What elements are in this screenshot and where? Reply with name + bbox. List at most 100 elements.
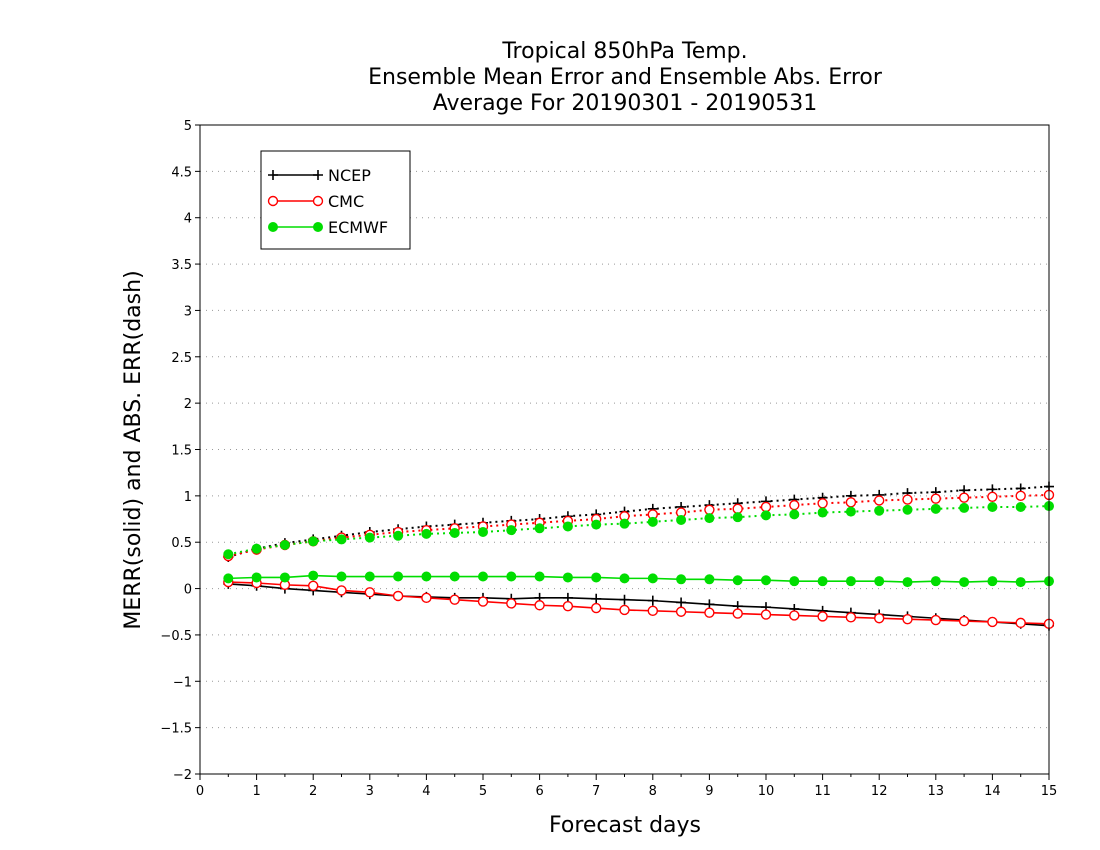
cmc-merr-point [647, 605, 658, 617]
legend: NCEP CMC ECMWF [260, 150, 411, 250]
ecmwf-abs-err-point [336, 534, 347, 545]
ecmwf-abs-err-point [817, 507, 828, 518]
chart-title-line-1: Tropical 850hPa Temp. [501, 39, 747, 64]
cmc-abs-err-point [874, 495, 885, 506]
ecmwf-abs-err-point [591, 519, 602, 530]
ecmwf-abs-err-point [308, 536, 319, 547]
ecmwf-merr-line [228, 574, 1050, 583]
cmc-abs-err-point [1015, 490, 1026, 502]
ecmwf-merr-point [845, 576, 856, 587]
grid-lines [200, 170, 1049, 729]
x-tick-label: 11 [814, 784, 831, 799]
x-tick-label: 9 [705, 784, 713, 799]
ecmwf-merr-point [987, 576, 998, 587]
x-tick-label: 10 [758, 784, 775, 799]
ecmwf-merr-point [930, 576, 941, 587]
ecmwf-merr-point [506, 571, 517, 582]
ecmwf-abs-err-point [789, 509, 800, 520]
legend-marker [312, 195, 324, 207]
legend-label: NCEP [328, 166, 371, 185]
legend-marker [268, 222, 278, 232]
ncep-abs-err-line [228, 485, 1050, 559]
ecmwf-merr-point [393, 571, 404, 582]
cmc-abs-err-point [958, 492, 970, 503]
cmc-merr-point [477, 596, 489, 607]
legend-entry-cmc: CMC [267, 192, 364, 211]
ecmwf-merr-point [279, 572, 290, 583]
ecmwf-abs-err-point [704, 513, 715, 524]
chart-title-line-3: Average For 20190301 - 20190531 [433, 91, 818, 116]
ecmwf-abs-err-line [228, 505, 1050, 556]
ecmwf-merr-point [619, 573, 630, 584]
ecmwf-abs-err-point [562, 521, 573, 532]
cmc-merr-point [421, 592, 432, 604]
x-tick-label: 14 [984, 784, 1001, 799]
y-tick-label: −0.5 [160, 629, 192, 644]
ecmwf-abs-err-point [279, 539, 290, 550]
x-axis-ticks: 0 1 2 3 4 5 6 7 8 9 10 11 12 13 14 15 [196, 774, 1057, 799]
legend-entry-ncep: NCEP [268, 166, 371, 185]
x-tick-label: 12 [871, 784, 888, 799]
ecmwf-merr-point [761, 575, 771, 586]
ecmwf-merr-point [902, 577, 913, 588]
cmc-abs-err-point [789, 499, 800, 511]
chart-title-line-2: Ensemble Mean Error and Ensemble Abs. Er… [368, 65, 883, 90]
cmc-merr-point [874, 613, 885, 624]
ecmwf-abs-err-point [251, 543, 262, 554]
legend-label: ECMWF [328, 218, 388, 237]
y-tick-label: 4 [184, 212, 192, 227]
y-tick-label: 0 [184, 583, 192, 598]
x-tick-label: 2 [309, 784, 317, 799]
cmc-merr-point [760, 609, 772, 620]
x-tick-label: 8 [649, 784, 657, 799]
ecmwf-merr-point [478, 571, 488, 582]
ecmwf-merr-point [308, 570, 319, 581]
cmc-merr-point [449, 594, 460, 605]
ecmwf-abs-err-point [930, 503, 941, 514]
cmc-abs-err-point [704, 504, 715, 515]
cmc-merr-point [364, 587, 375, 598]
y-tick-label: 1 [184, 490, 192, 505]
ecmwf-merr-point [704, 574, 715, 585]
legend-marker [313, 170, 323, 180]
y-axis-ticks: 5 4.5 4 3.5 3 2.5 2 1.5 1 0.5 0 −0.5 −1 −1.5 −2 [160, 119, 200, 783]
y-tick-label: 2 [184, 397, 192, 412]
cmc-merr-point [817, 611, 828, 622]
ncep-merr-point [647, 595, 658, 606]
ecmwf-abs-err-point [223, 549, 234, 560]
cmc-abs-err-point [760, 501, 772, 513]
cmc-merr-point [619, 604, 630, 616]
ecmwf-abs-err-point [393, 530, 404, 541]
ecmwf-abs-err-point [987, 501, 998, 512]
legend-marker [267, 195, 279, 207]
ecmwf-merr-point [562, 572, 573, 583]
x-tick-label: 3 [366, 784, 374, 799]
cmc-merr-point [732, 608, 743, 619]
ecmwf-abs-err-point [761, 510, 771, 521]
ncep-merr-point [619, 594, 630, 605]
y-axis-label: MERR(solid) and ABS. ERR(dash) [121, 270, 146, 629]
ecmwf-merr-point [647, 573, 658, 584]
cmc-abs-err-point [845, 497, 857, 508]
ecmwf-abs-err-point [364, 532, 375, 543]
y-tick-label: −1.5 [160, 722, 192, 737]
plot-frame [199, 124, 1050, 775]
legend-marker [268, 170, 278, 180]
x-tick-label: 15 [1041, 784, 1058, 799]
ecmwf-merr-point [789, 576, 800, 587]
y-tick-label: 3 [184, 304, 192, 319]
ecmwf-abs-err-point [534, 523, 545, 534]
ecmwf-abs-err-point [619, 518, 630, 529]
cmc-merr-point [675, 606, 687, 617]
y-tick-label: 5 [184, 119, 192, 134]
ecmwf-abs-err-point [506, 525, 517, 536]
y-tick-label: 1.5 [171, 444, 192, 459]
cmc-merr-point [308, 580, 319, 591]
ecmwf-merr-point [732, 575, 743, 586]
ecmwf-abs-err-point [421, 528, 432, 539]
cmc-merr-point [392, 590, 404, 602]
ecmwf-abs-err-point [478, 527, 488, 538]
ecmwf-abs-err-point [1015, 501, 1026, 512]
x-axis-label: Forecast days [549, 813, 701, 838]
